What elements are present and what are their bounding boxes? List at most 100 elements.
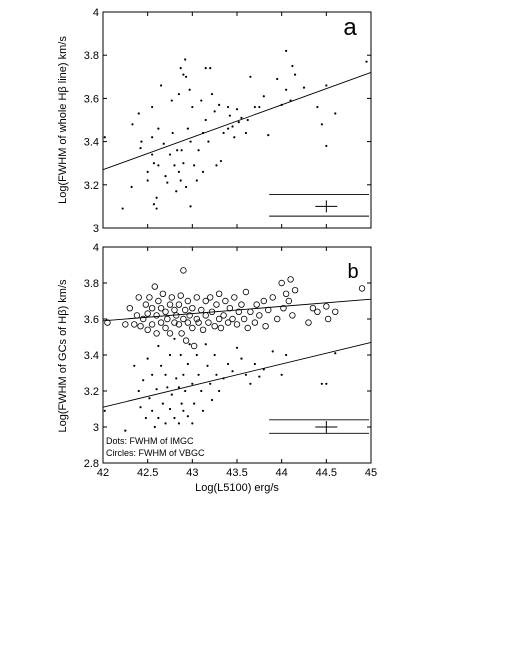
data-point-dot bbox=[197, 149, 200, 152]
data-point-dot bbox=[139, 406, 142, 409]
data-point-dot bbox=[316, 105, 319, 109]
data-point-dot bbox=[302, 86, 306, 89]
data-point-circle bbox=[157, 319, 165, 326]
data-point-dot bbox=[285, 88, 288, 91]
data-point-circle bbox=[151, 283, 159, 290]
data-point-circle bbox=[190, 342, 198, 350]
data-point-dot bbox=[146, 170, 149, 173]
data-point-circle bbox=[324, 315, 332, 323]
panel-b-x-ticks: 42 42.5 43 43.5 44 44.5 45 bbox=[97, 247, 377, 479]
data-point-circle bbox=[269, 294, 276, 301]
data-point-circle bbox=[287, 276, 294, 283]
data-point-dot bbox=[195, 179, 198, 182]
data-point-dot bbox=[151, 153, 154, 156]
data-point-dot bbox=[197, 373, 200, 376]
data-point-dot bbox=[142, 379, 145, 382]
data-point-dot bbox=[271, 350, 274, 353]
panel-a-x-ticks bbox=[102, 12, 372, 228]
data-point-circle bbox=[184, 297, 192, 305]
x-tick-label: 42.5 bbox=[137, 467, 158, 479]
data-point-dot bbox=[155, 196, 158, 199]
data-point-dot bbox=[103, 409, 106, 412]
data-point-circle bbox=[198, 306, 205, 314]
data-point-circle bbox=[175, 301, 183, 308]
data-point-dot bbox=[179, 179, 182, 182]
data-point-circle bbox=[144, 326, 151, 333]
x-tick-label: 45 bbox=[365, 467, 377, 479]
data-point-dot bbox=[184, 58, 187, 61]
data-point-dot bbox=[177, 422, 181, 425]
data-point-dot bbox=[166, 386, 169, 389]
data-point-circle bbox=[282, 290, 290, 297]
data-point-dot bbox=[146, 357, 149, 360]
data-point-circle bbox=[195, 319, 202, 326]
data-point-circle bbox=[164, 315, 171, 323]
data-point-dot bbox=[137, 112, 140, 115]
data-point-dot bbox=[151, 409, 154, 412]
data-point-dot bbox=[177, 92, 181, 96]
data-point-dot bbox=[206, 364, 209, 367]
data-point-circle bbox=[222, 297, 229, 305]
data-point-circle bbox=[189, 305, 196, 312]
data-point-circle bbox=[231, 294, 238, 301]
data-point-circle bbox=[226, 305, 234, 312]
data-point-dot bbox=[244, 373, 248, 376]
data-point-circle bbox=[305, 319, 312, 326]
data-point-dot bbox=[173, 416, 176, 420]
data-point-dot bbox=[200, 99, 203, 102]
data-point-dot bbox=[171, 131, 174, 135]
panel-b-x-axis-label: Log(L5100) erg/s bbox=[195, 482, 279, 494]
data-point-dot bbox=[222, 131, 225, 135]
data-point-dot bbox=[320, 123, 323, 126]
fit-line bbox=[102, 298, 372, 322]
data-point-dot bbox=[184, 389, 187, 393]
data-point-circle bbox=[323, 303, 330, 310]
data-point-dot bbox=[195, 353, 198, 357]
data-point-dot bbox=[226, 105, 230, 109]
data-point-dot bbox=[365, 60, 368, 63]
data-point-circle bbox=[166, 330, 174, 337]
data-point-dot bbox=[124, 429, 127, 432]
data-point-dot bbox=[191, 422, 194, 425]
data-point-circle bbox=[122, 321, 129, 328]
data-point-circle bbox=[229, 315, 236, 323]
x-tick-label: 44 bbox=[276, 467, 288, 479]
data-point-circle bbox=[131, 321, 138, 328]
data-point-dot bbox=[280, 373, 283, 376]
x-tick-label: 44.5 bbox=[316, 467, 337, 479]
data-point-dot bbox=[240, 116, 243, 119]
data-point-circle bbox=[182, 337, 190, 344]
data-point-dot bbox=[177, 170, 181, 173]
data-point-dot bbox=[293, 73, 297, 76]
data-point-dot bbox=[237, 121, 240, 124]
data-point-dot bbox=[180, 402, 183, 405]
data-point-circle bbox=[142, 301, 150, 308]
data-point-dot bbox=[130, 185, 133, 189]
data-point-circle bbox=[139, 315, 147, 323]
data-point-dot bbox=[267, 134, 270, 137]
data-point-dot bbox=[244, 131, 248, 135]
panel-b: 2.8 3 3.2 3.4 3.6 3.8 4 42 42.5 43 43.5 44 44.5 45 b… bbox=[57, 242, 377, 494]
data-point-dot bbox=[226, 362, 230, 366]
legend-dots-text: Dots: FWHM of IMGC bbox=[106, 436, 194, 446]
data-point-circle bbox=[217, 324, 225, 332]
data-point-dot bbox=[186, 415, 189, 418]
data-point-dot bbox=[189, 140, 192, 143]
data-point-dot bbox=[210, 92, 214, 96]
data-point-circle bbox=[235, 308, 242, 315]
data-point-dot bbox=[168, 407, 172, 411]
data-point-dot bbox=[140, 140, 143, 143]
data-point-dot bbox=[103, 136, 106, 139]
data-point-circle bbox=[193, 294, 200, 301]
data-point-dot bbox=[151, 136, 154, 139]
data-point-circle bbox=[166, 301, 174, 308]
data-point-dot bbox=[291, 64, 294, 68]
data-point-dot bbox=[209, 382, 212, 385]
data-point-dot bbox=[285, 353, 288, 357]
data-point-dot bbox=[253, 105, 256, 109]
data-point-circle bbox=[205, 319, 212, 326]
data-point-circle bbox=[215, 315, 223, 323]
data-point-dot bbox=[213, 110, 216, 113]
data-point-circle bbox=[358, 285, 366, 292]
